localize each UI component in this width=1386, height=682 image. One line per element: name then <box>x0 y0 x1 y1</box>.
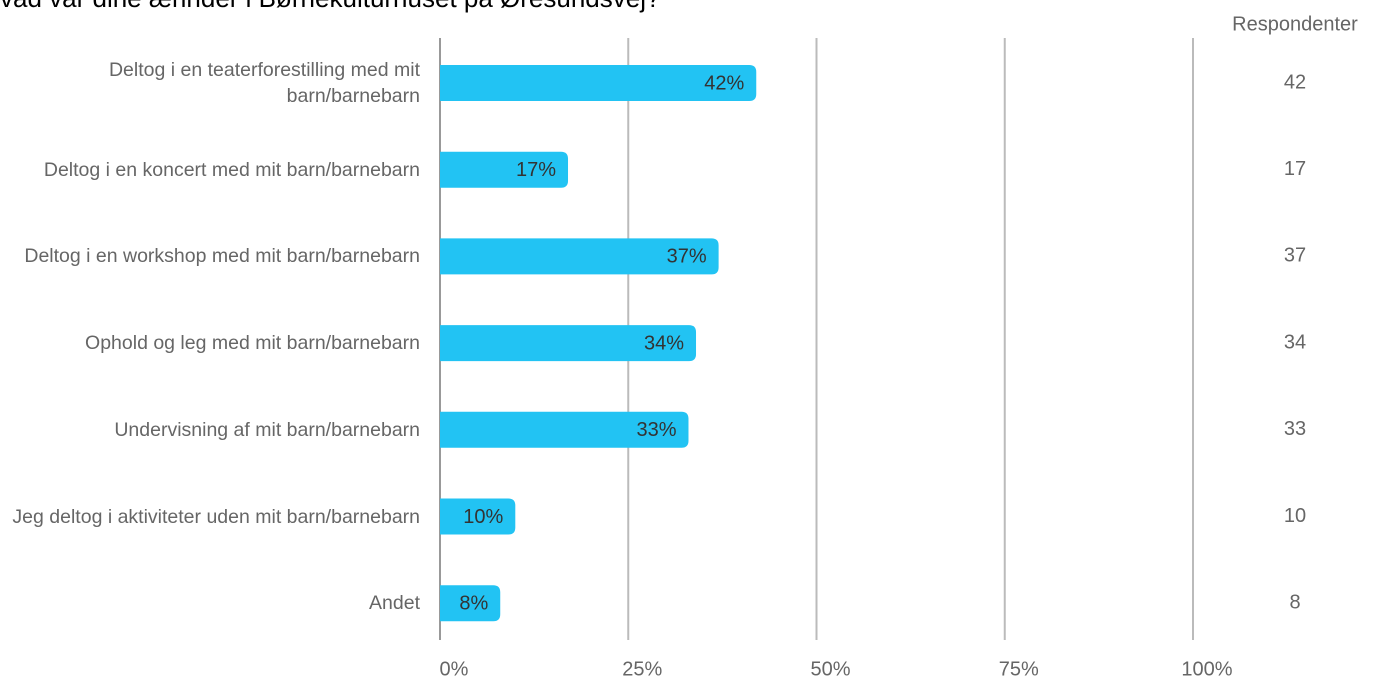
bar <box>440 65 757 101</box>
value-label: 34% <box>644 332 684 354</box>
bar <box>440 411 689 448</box>
bar <box>440 325 697 362</box>
x-tick-label: 0% <box>440 658 469 680</box>
chart-title: vad var dine ærinder i Børnekulturhuset … <box>0 0 660 13</box>
respondent-count: 17 <box>1284 158 1306 180</box>
bar <box>440 585 501 622</box>
bar <box>440 238 719 275</box>
x-tick-label: 75% <box>999 658 1039 680</box>
respondent-count: 42 <box>1284 71 1306 93</box>
value-label: 8% <box>459 592 488 614</box>
value-label: 17% <box>516 159 556 181</box>
x-tick-label: 100% <box>1181 658 1232 680</box>
bar <box>440 498 516 535</box>
category-label: Deltog i en koncert med mit barn/barneba… <box>43 158 420 181</box>
category-label: Deltog i en workshop med mit barn/barneb… <box>24 245 420 268</box>
respondent-count: 10 <box>1284 505 1306 527</box>
value-label: 33% <box>636 419 676 441</box>
category-label: Jeg deltog i aktiviteter uden mit barn/b… <box>12 505 420 528</box>
value-label: 37% <box>667 246 707 268</box>
respondent-count: 37 <box>1284 245 1306 267</box>
value-label: 42% <box>704 72 744 94</box>
category-label: Ophold og leg med mit barn/barnebarn <box>85 332 420 355</box>
category-label: Andet <box>369 592 420 615</box>
x-tick-label: 50% <box>810 658 850 680</box>
x-tick-label: 25% <box>622 658 662 680</box>
bar <box>440 151 569 188</box>
respondent-count: 33 <box>1284 418 1306 440</box>
value-label: 10% <box>463 506 503 528</box>
category-label: Deltog i en teaterforestilling med mit b… <box>108 59 420 107</box>
category-label: Undervisning af mit barn/barnebarn <box>114 418 420 441</box>
respondents-header: Respondenter <box>1232 13 1358 35</box>
respondent-count: 8 <box>1289 591 1300 613</box>
respondent-count: 34 <box>1284 331 1306 353</box>
